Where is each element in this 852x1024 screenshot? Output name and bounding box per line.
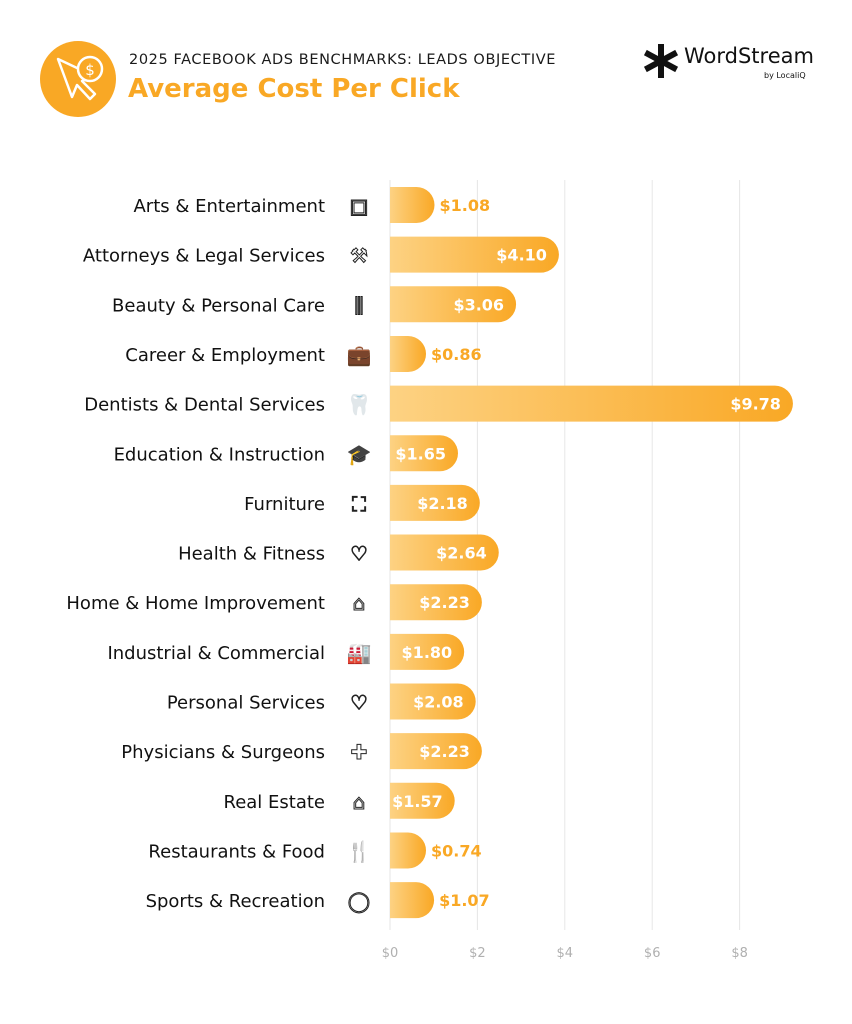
storefront-icon: ⌂ [353, 790, 366, 814]
data-label: $4.10 [496, 246, 547, 265]
data-label: $1.65 [395, 444, 446, 463]
x-tick-label: $6 [644, 946, 661, 961]
armchair-icon: ⛶ [351, 492, 367, 516]
bar [390, 484, 480, 521]
wordstream-mark-icon [643, 44, 679, 78]
bar [390, 683, 476, 720]
category-label: Beauty & Personal Care [112, 295, 325, 316]
category-label: Personal Services [167, 693, 325, 714]
briefcase-icon: 💼 [347, 343, 372, 367]
bar [390, 187, 435, 223]
bar [390, 832, 426, 869]
picture-icon: ▣ [350, 194, 369, 218]
data-label: $0.74 [431, 841, 482, 860]
category-label: Arts & Entertainment [133, 196, 325, 217]
data-label: $1.80 [402, 643, 453, 662]
category-label: Real Estate [224, 792, 326, 813]
category-label: Physicians & Surgeons [121, 742, 325, 763]
bar [390, 335, 426, 372]
bar [390, 286, 517, 323]
category-label: Furniture [244, 494, 325, 515]
bar [390, 782, 455, 819]
medical-cross-icon: ✚ [351, 740, 368, 764]
category-label: Career & Employment [125, 345, 325, 366]
wordstream-logo: WordStream by LocaliQ [643, 44, 814, 82]
category-label: Attorneys & Legal Services [83, 246, 325, 267]
data-label: $1.07 [439, 891, 490, 910]
bar [390, 733, 482, 770]
bar [390, 584, 482, 621]
hand-heart-icon: ♡ [350, 691, 368, 715]
category-label: Sports & Recreation [146, 891, 325, 912]
bar [390, 882, 435, 919]
x-tick-label: $8 [731, 946, 748, 961]
data-label: $2.18 [417, 494, 468, 513]
bar [390, 385, 793, 422]
x-tick-label: $0 [382, 946, 399, 961]
data-label: $3.06 [453, 295, 504, 314]
category-label: Dentists & Dental Services [84, 395, 325, 416]
data-label: $2.08 [413, 693, 464, 712]
ball-icon: ◯ [348, 889, 370, 913]
bar [390, 534, 499, 571]
category-label: Health & Fitness [178, 544, 325, 565]
chart-title: Average Cost Per Click [128, 74, 460, 104]
data-label: $9.78 [730, 395, 781, 414]
category-label: Education & Instruction [114, 444, 325, 465]
x-tick-label: $4 [557, 946, 574, 961]
data-label: $2.23 [419, 593, 470, 612]
data-label: $1.57 [392, 792, 443, 811]
logo-by: by LocaliQ [764, 71, 806, 80]
bar [390, 435, 458, 472]
heart-icon: ♡ [350, 542, 368, 566]
comb-icon: ⫼ [354, 293, 363, 317]
gavel-icon: ⚒ [350, 244, 368, 268]
chart-subtitle: 2025 FACEBOOK ADS BENCHMARKS: LEADS OBJE… [129, 52, 556, 68]
category-label: Restaurants & Food [148, 841, 325, 862]
data-label: $0.86 [431, 345, 482, 364]
data-label: $2.23 [419, 742, 470, 761]
house-icon: ⌂ [353, 591, 366, 615]
category-label: Industrial & Commercial [107, 643, 325, 664]
factory-icon: 🏭 [347, 641, 372, 665]
fork-knife-icon: 🍴 [347, 839, 372, 863]
cursor-dollar-icon: $ [40, 41, 116, 117]
bar [390, 633, 465, 670]
bar [390, 236, 559, 273]
x-tick-label: $2 [469, 946, 486, 961]
data-label: $1.08 [439, 196, 490, 215]
tooth-icon: 🦷 [347, 393, 372, 417]
graduation-cap-icon: 🎓 [347, 442, 372, 466]
data-label: $2.64 [436, 544, 487, 563]
svg-text:$: $ [85, 61, 95, 79]
category-label: Home & Home Improvement [66, 593, 325, 614]
logo-text: WordStream [684, 44, 814, 68]
